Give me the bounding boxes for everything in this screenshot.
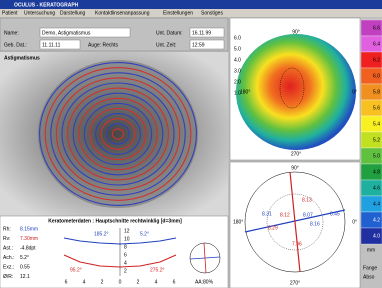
axis-label: 4 — [155, 279, 158, 285]
kerato-label: Rv: — [3, 236, 11, 242]
kerato-value: 0.55 — [20, 264, 30, 270]
field-value: 16.11.99 — [192, 30, 211, 36]
degree-label: 90° — [292, 29, 300, 35]
menu-item[interactable]: Einstellungen — [163, 10, 193, 16]
distance-label: 3.0 — [234, 68, 241, 74]
axis-label: 2 — [101, 279, 104, 285]
field-value: Demo, Astigmatismus — [42, 30, 91, 36]
axis-label: 6 — [124, 252, 127, 258]
axis-label: 0 — [119, 279, 122, 285]
axis-label: 2 — [124, 268, 127, 274]
radius-value: 8.29 — [268, 225, 278, 231]
field-label: Unt. Zeit: — [156, 42, 176, 48]
axis-label: 6 — [65, 279, 68, 285]
scale-label: 6.6 — [373, 25, 380, 31]
scale-label: 4.0 — [373, 233, 380, 239]
angle-label: 95.2° — [70, 267, 82, 273]
degree-label: 180° — [240, 89, 250, 95]
scale-label: 6.2 — [373, 57, 380, 63]
scale-label: 5.0 — [373, 153, 380, 159]
degree-label: 270° — [291, 151, 301, 157]
image-label: Astigmatismus — [4, 55, 40, 61]
axis-label: 6 — [173, 279, 176, 285]
kerato-label: Ast.: — [3, 245, 13, 251]
scale-label: 4.8 — [373, 169, 380, 175]
radius-value: 8.31 — [262, 211, 272, 217]
kerato-value: -4.8dpt — [20, 245, 36, 251]
scale-unit: mm — [367, 247, 375, 253]
menu-item[interactable]: Darstellung — [60, 10, 86, 16]
kerato-value: 5.2° — [20, 255, 29, 261]
degree-label: 90° — [291, 165, 299, 171]
axis-label: 12 — [124, 228, 130, 234]
scale-label: 6.4 — [373, 41, 380, 47]
kerato-label: Rh: — [3, 226, 11, 232]
scale-footer: Fange — [363, 265, 377, 271]
field-value: 12:59 — [192, 42, 205, 48]
degree-label: 270° — [290, 280, 300, 286]
field-label: Name: — [4, 30, 19, 36]
screen: OCULUS - KERATOGRAPH Patient Untersuchung… — [0, 0, 382, 288]
window-title: OCULUS - KERATOGRAPH — [14, 2, 79, 8]
scale-label: 5.6 — [373, 105, 380, 111]
kerato-label: Ø/R: — [3, 274, 13, 280]
axis-label: 4 — [83, 279, 86, 285]
distance-label: 6.0 — [234, 35, 241, 41]
aa-label: AA:80% — [195, 279, 214, 285]
distance-label: 5.0 — [234, 46, 241, 52]
page: OCULUS - KERATOGRAPH Patient Untersuchung… — [0, 0, 382, 288]
menu-item[interactable]: Patient — [2, 10, 18, 16]
angle-label: 275.2° — [150, 267, 165, 273]
degree-label: 180° — [233, 219, 243, 225]
scale-label: 4.6 — [373, 185, 380, 191]
scale-label: 5.2 — [373, 137, 380, 143]
axis-label: 4 — [124, 260, 127, 266]
distance-label: 4.0 — [234, 57, 241, 63]
menu-item[interactable]: Kontaktlinsenanpassung — [95, 10, 150, 16]
field-value: 11.11.11 — [42, 42, 61, 48]
radius-value: 8.13 — [302, 197, 312, 203]
radius-value: 8.12 — [280, 212, 290, 218]
scale-label: 5.8 — [373, 89, 380, 95]
scale-footer: Abso — [363, 274, 375, 280]
field-label: Unt. Datum: — [156, 30, 183, 36]
radius-value: 8.45 — [330, 211, 340, 217]
angle-label: 5.2° — [140, 231, 149, 237]
scale-label: 4.4 — [373, 201, 380, 207]
scale-label: 5.4 — [373, 121, 380, 127]
angle-label: 185.2° — [94, 231, 109, 237]
radius-value: 7.96 — [292, 241, 302, 247]
distance-label: 2.0 — [234, 79, 241, 85]
field-label: Auge: Rechts — [88, 42, 119, 48]
kerato-value: 7.30mm — [20, 236, 38, 242]
axis-label: 10 — [124, 236, 130, 242]
degree-label: 0° — [352, 219, 357, 225]
topography-map — [236, 34, 356, 150]
axis-label: 2 — [137, 279, 140, 285]
radius-value: 8.16 — [310, 221, 320, 227]
kerato-value: 8.15mm — [20, 226, 38, 232]
scale-label: 6.0 — [373, 73, 380, 79]
axis-label: 8 — [124, 244, 127, 250]
kerato-label: Ach.: — [3, 255, 14, 261]
panel-title: Keratometerdaten : Hauptschnitte rechtwi… — [48, 218, 182, 224]
kerato-label: Exz.: — [3, 264, 14, 270]
menu-item[interactable]: Untersuchung — [24, 10, 55, 16]
scale-label: 4.2 — [373, 217, 380, 223]
menu-item[interactable]: Sonstiges — [201, 10, 223, 16]
kerato-value: 12.1 — [20, 274, 30, 280]
field-label: Geb. Dat.: — [4, 42, 27, 48]
radius-value: 8.07 — [303, 212, 313, 218]
degree-label: 0° — [352, 89, 357, 95]
